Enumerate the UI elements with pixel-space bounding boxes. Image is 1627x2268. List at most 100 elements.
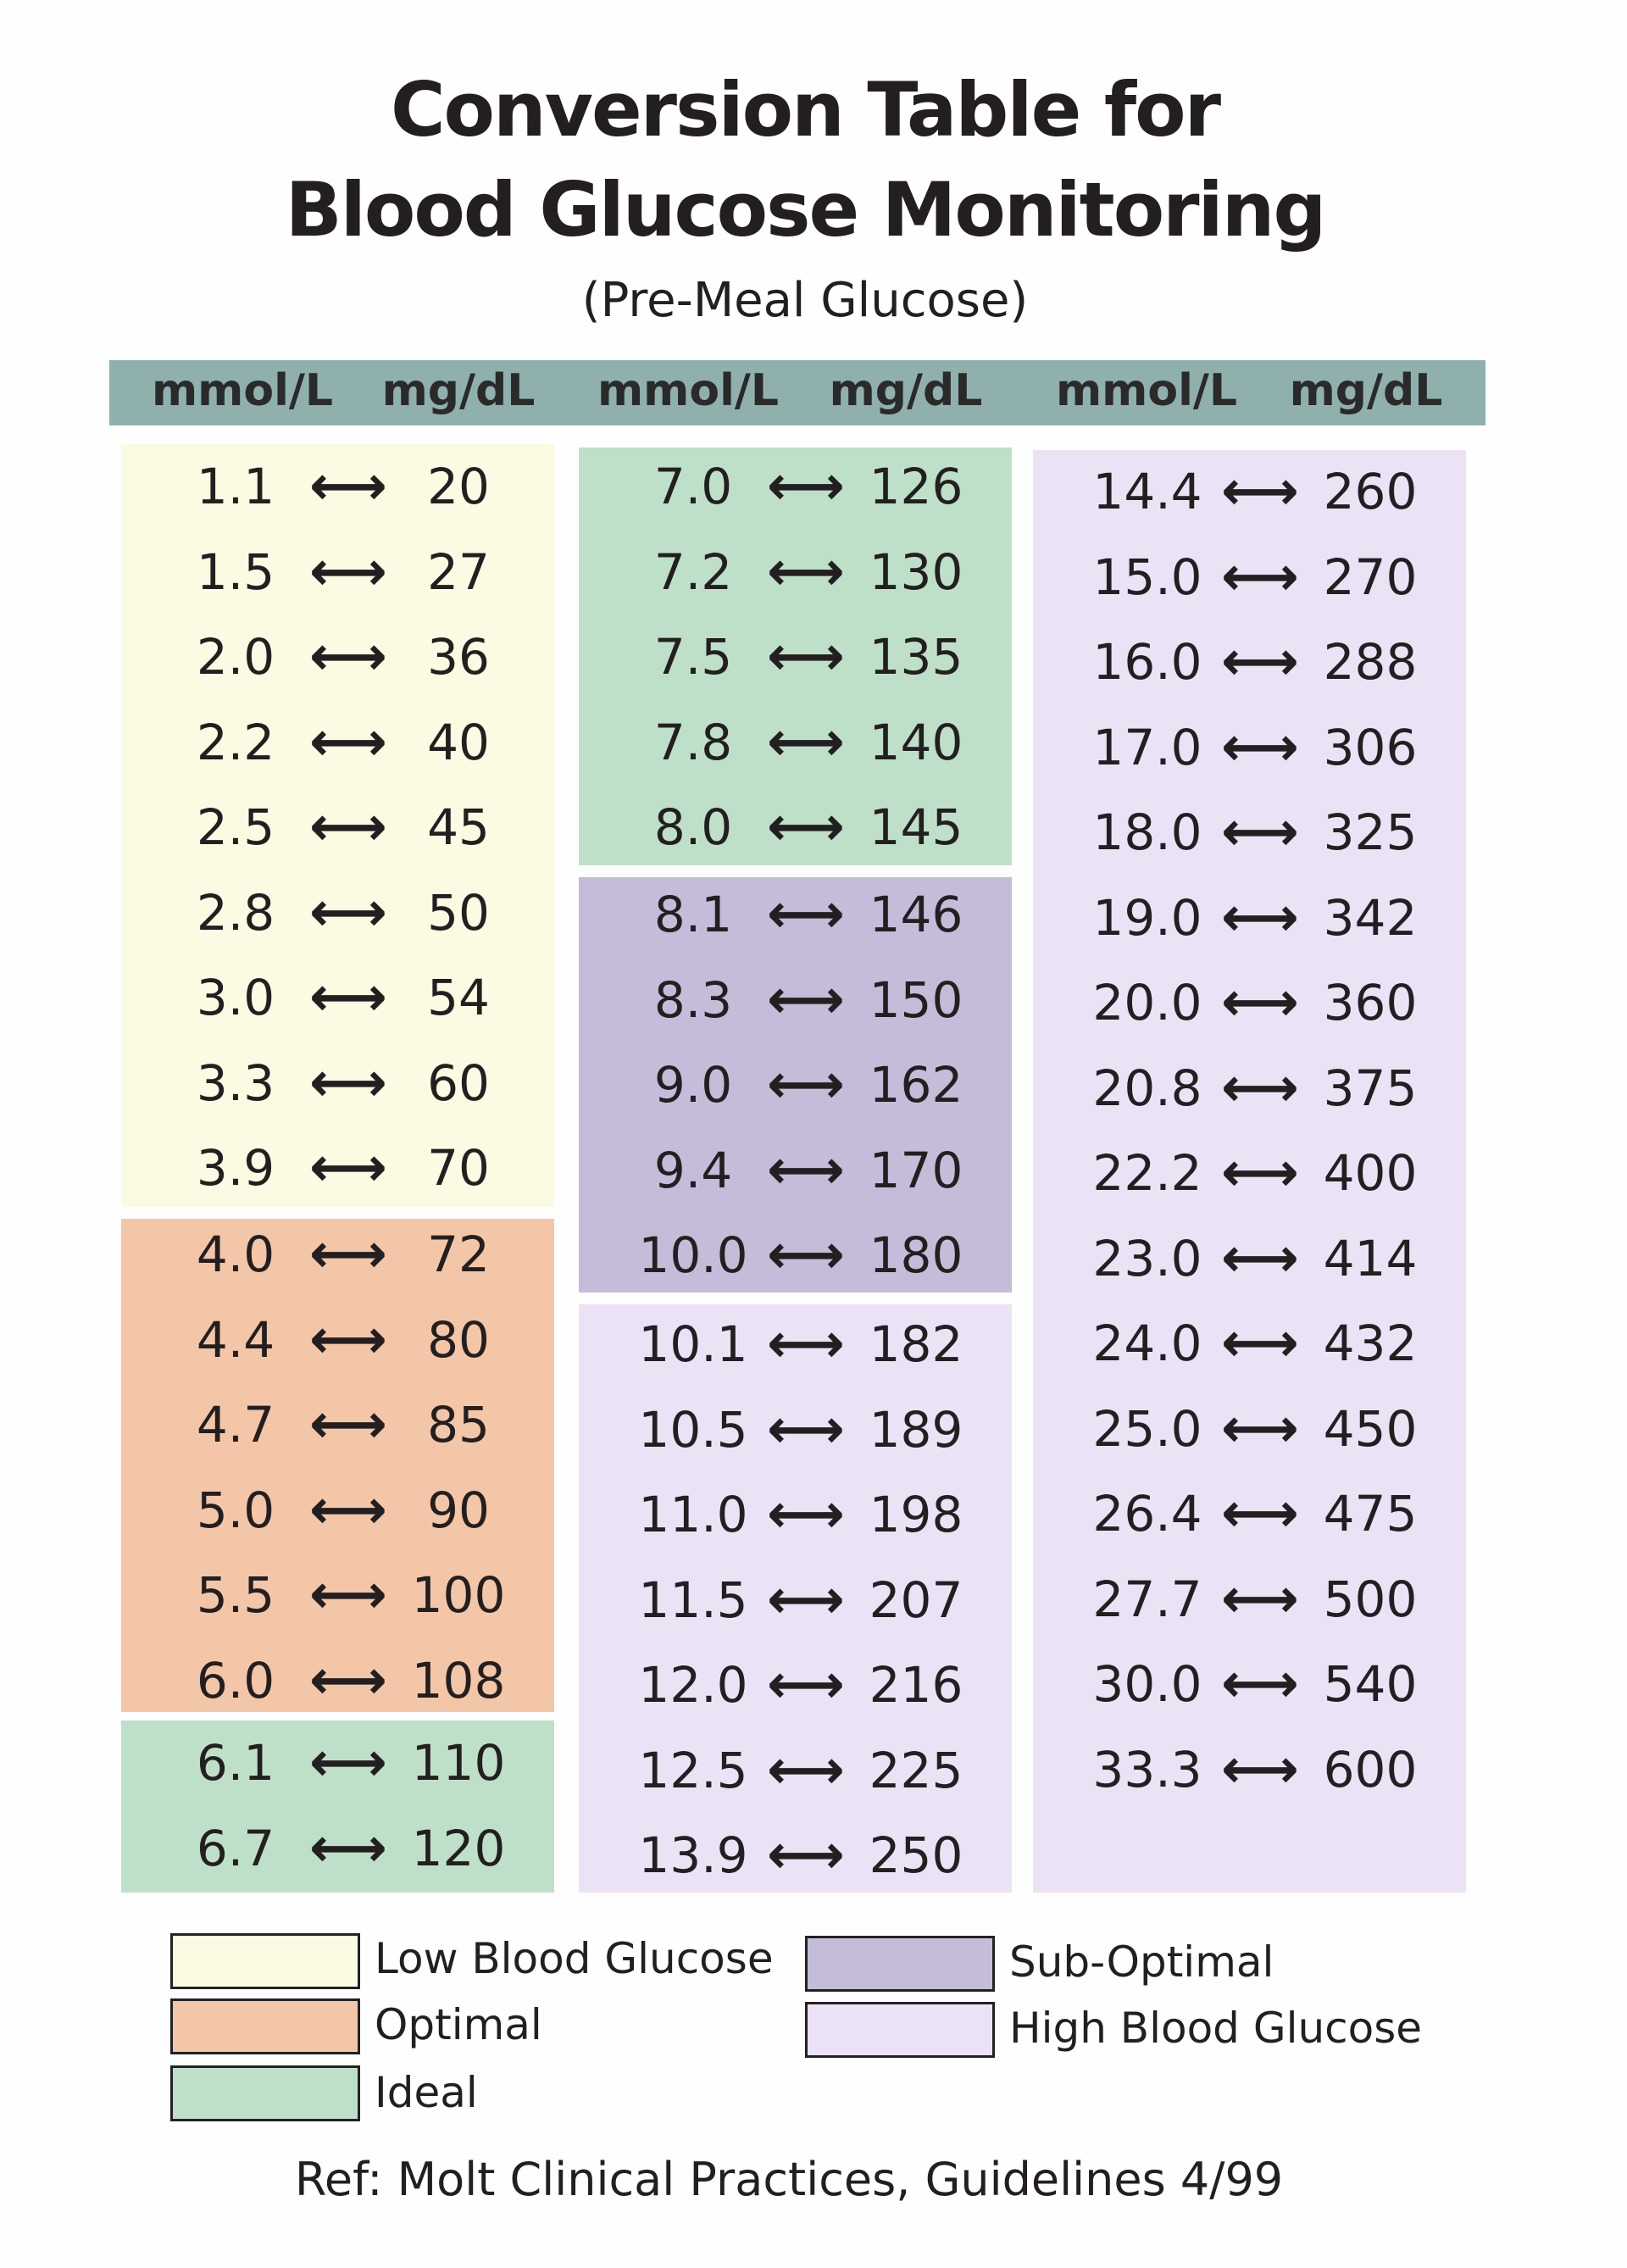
table-row: 4.0 ⟷ 72 bbox=[121, 1212, 554, 1297]
table-row: 24.0 ⟷ 432 bbox=[1033, 1301, 1466, 1386]
mgdl-value: 120 bbox=[411, 1819, 506, 1877]
double-arrow-icon: ⟷ bbox=[1221, 1312, 1299, 1375]
double-arrow-icon: ⟷ bbox=[309, 881, 387, 944]
mgdl-value: 180 bbox=[869, 1226, 963, 1284]
table-row: 27.7 ⟷ 500 bbox=[1033, 1557, 1466, 1642]
legend-swatch-high bbox=[805, 2002, 995, 2058]
mmol-value: 9.0 bbox=[653, 1056, 733, 1114]
table-row: 7.0 ⟷ 126 bbox=[579, 444, 1012, 529]
double-arrow-icon: ⟷ bbox=[1221, 1226, 1299, 1290]
table-row: 13.9 ⟷ 250 bbox=[579, 1813, 1012, 1898]
title-line-1: Conversion Table for bbox=[390, 66, 1221, 153]
table-row: 7.8 ⟷ 140 bbox=[579, 700, 1012, 785]
mmol-value: 11.5 bbox=[638, 1570, 748, 1629]
mmol-value: 25.0 bbox=[1092, 1399, 1202, 1458]
double-arrow-icon: ⟷ bbox=[767, 625, 845, 688]
table-row: 10.1 ⟷ 182 bbox=[579, 1302, 1012, 1387]
table-row: 20.8 ⟷ 375 bbox=[1033, 1046, 1466, 1131]
mgdl-value: 85 bbox=[427, 1396, 490, 1454]
table-row: 33.3 ⟷ 600 bbox=[1033, 1727, 1466, 1812]
table-row: 16.0 ⟷ 288 bbox=[1033, 620, 1466, 704]
mmol-value: 1.5 bbox=[196, 542, 275, 601]
mgdl-value: 50 bbox=[427, 883, 490, 942]
table-row: 4.4 ⟷ 80 bbox=[121, 1298, 554, 1382]
mmol-value: 8.1 bbox=[653, 886, 733, 943]
header-mmol: mmol/L bbox=[597, 365, 780, 416]
double-arrow-icon: ⟷ bbox=[767, 796, 845, 859]
mgdl-value: 500 bbox=[1323, 1570, 1418, 1628]
mgdl-value: 288 bbox=[1323, 633, 1418, 691]
mmol-value: 2.5 bbox=[196, 798, 275, 856]
table-row: 5.0 ⟷ 90 bbox=[121, 1468, 554, 1553]
double-arrow-icon: ⟷ bbox=[1221, 1397, 1299, 1460]
mmol-value: 2.2 bbox=[196, 713, 275, 771]
double-arrow-icon: ⟷ bbox=[309, 1051, 387, 1115]
mgdl-value: 90 bbox=[427, 1481, 490, 1539]
double-arrow-icon: ⟷ bbox=[1221, 1142, 1299, 1204]
mmol-value: 13.9 bbox=[638, 1826, 748, 1884]
mmol-value: 12.0 bbox=[638, 1656, 748, 1714]
range-block-optimal: 4.0 ⟷ 72 4.4 ⟷ 80 4.7 ⟷ 85 5.0 ⟷ 90 5.5 ⟷ 100 6.0 ⟷ 108 bbox=[121, 1219, 554, 1712]
double-arrow-icon: ⟷ bbox=[767, 1138, 845, 1202]
table-row: 9.0 ⟷ 162 bbox=[579, 1042, 1012, 1127]
subtitle: (Pre-Meal Glucose) bbox=[581, 273, 1029, 328]
range-block-ideal: 6.1 ⟷ 110 6.7 ⟷ 120 bbox=[121, 1720, 554, 1893]
mgdl-value: 182 bbox=[869, 1315, 963, 1373]
mgdl-value: 72 bbox=[427, 1226, 490, 1283]
mgdl-value: 60 bbox=[427, 1053, 490, 1112]
legend-swatch-optimal bbox=[170, 1998, 360, 2054]
mmol-value: 23.0 bbox=[1092, 1229, 1202, 1287]
mmol-value: 22.2 bbox=[1092, 1144, 1202, 1202]
table-row: 30.0 ⟷ 540 bbox=[1033, 1642, 1466, 1726]
mgdl-value: 475 bbox=[1323, 1485, 1418, 1543]
double-arrow-icon: ⟷ bbox=[309, 966, 387, 1029]
double-arrow-icon: ⟷ bbox=[767, 1483, 845, 1546]
mgdl-value: 216 bbox=[869, 1656, 963, 1714]
mmol-value: 7.5 bbox=[653, 628, 733, 686]
mgdl-value: 162 bbox=[869, 1056, 963, 1114]
legend-label-sub-optimal: Sub-Optimal bbox=[1009, 1937, 1274, 1987]
double-arrow-icon: ⟷ bbox=[1221, 1653, 1299, 1715]
column-header-bar: mmol/L mg/dL mmol/L mg/dL mmol/L mg/dL bbox=[109, 360, 1485, 425]
mgdl-value: 360 bbox=[1323, 974, 1418, 1031]
table-row: 2.8 ⟷ 50 bbox=[121, 870, 554, 955]
double-arrow-icon: ⟷ bbox=[767, 1313, 845, 1376]
mgdl-value: 306 bbox=[1323, 718, 1418, 776]
table-row: 14.4 ⟷ 260 bbox=[1033, 449, 1466, 534]
mmol-value: 5.5 bbox=[196, 1566, 275, 1624]
mgdl-value: 225 bbox=[869, 1741, 963, 1799]
table-row: 8.3 ⟷ 150 bbox=[579, 958, 1012, 1042]
table-row: 2.0 ⟷ 36 bbox=[121, 614, 554, 699]
mmol-value: 6.7 bbox=[196, 1819, 275, 1877]
mmol-value: 17.0 bbox=[1092, 718, 1202, 776]
double-arrow-icon: ⟷ bbox=[1221, 545, 1299, 609]
table-row: 18.0 ⟷ 325 bbox=[1033, 790, 1466, 875]
double-arrow-icon: ⟷ bbox=[767, 1654, 845, 1716]
table-row: 2.2 ⟷ 40 bbox=[121, 700, 554, 785]
double-arrow-icon: ⟷ bbox=[1221, 886, 1299, 949]
mgdl-value: 207 bbox=[869, 1570, 963, 1629]
mmol-value: 14.4 bbox=[1092, 463, 1202, 520]
mmol-value: 10.0 bbox=[638, 1226, 748, 1284]
legend-label-optimal: Optimal bbox=[375, 2000, 542, 2049]
table-row: 20.0 ⟷ 360 bbox=[1033, 960, 1466, 1045]
mmol-value: 4.4 bbox=[196, 1310, 275, 1369]
table-row: 1.1 ⟷ 20 bbox=[121, 444, 554, 529]
mmol-value: 12.5 bbox=[638, 1741, 748, 1799]
mgdl-value: 414 bbox=[1323, 1229, 1418, 1287]
mgdl-value: 189 bbox=[869, 1400, 963, 1459]
table-row: 12.0 ⟷ 216 bbox=[579, 1643, 1012, 1727]
mgdl-value: 27 bbox=[427, 542, 490, 601]
header-mmol: mmol/L bbox=[151, 365, 334, 416]
double-arrow-icon: ⟷ bbox=[767, 1568, 845, 1632]
double-arrow-icon: ⟷ bbox=[1221, 631, 1299, 693]
double-arrow-icon: ⟷ bbox=[1221, 801, 1299, 864]
legend-swatch-sub-optimal bbox=[805, 1936, 995, 1992]
mgdl-value: 400 bbox=[1323, 1144, 1418, 1202]
mgdl-value: 600 bbox=[1323, 1740, 1418, 1798]
mmol-value: 11.0 bbox=[638, 1486, 748, 1543]
double-arrow-icon: ⟷ bbox=[309, 1564, 387, 1626]
double-arrow-icon: ⟷ bbox=[309, 796, 387, 859]
double-arrow-icon: ⟷ bbox=[767, 1824, 845, 1887]
